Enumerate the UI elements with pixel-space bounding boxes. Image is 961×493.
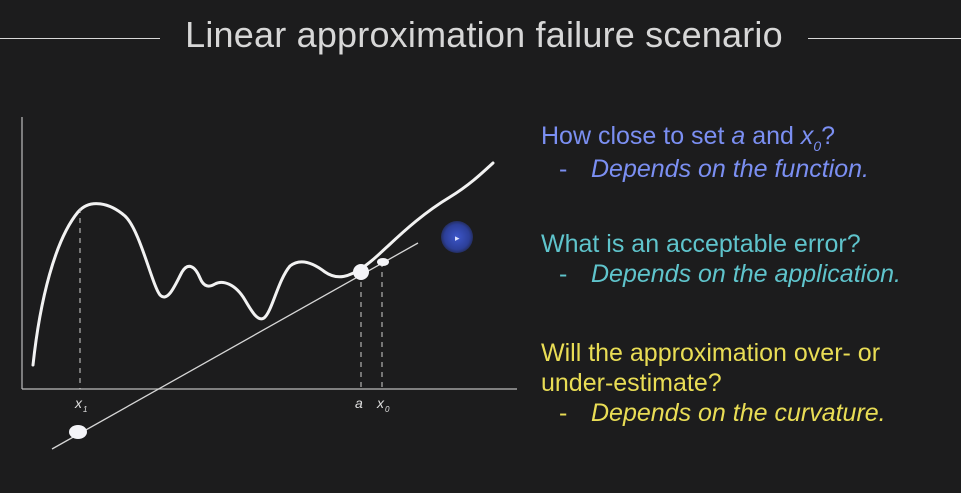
pointer-highlight [441,221,473,253]
tangent-end-blob [69,425,87,439]
answer-curvature: - Depends on the curvature. [559,399,886,427]
answer-function: - Depends on the function. [559,155,869,183]
function-curve [31,161,495,367]
tangent-point-a [353,264,369,280]
question-over-under-line2: under-estimate? [541,369,722,397]
label-a: a [355,395,363,411]
qa-curvature: Will the approximation over- or under-es… [541,338,886,428]
pointer-arrow-icon: ▸ [455,233,460,243]
label-x1: x1 [74,395,87,414]
answer-application: - Depends on the application. [559,260,901,288]
point-x0 [377,258,389,266]
title-rule-right [808,38,961,39]
slide-title: Linear approximation failure scenario [185,14,783,55]
qa-function: How close to set a and x0? - Depends on t… [541,121,869,184]
qa-error: What is an acceptable error? - Depends on… [541,229,901,289]
question-acceptable-error: What is an acceptable error? [541,230,861,258]
title-rule-left [0,38,160,39]
title-row: Linear approximation failure scenario [0,14,961,64]
question-over-under-line1: Will the approximation over- or [541,339,881,367]
question-how-close: How close to set a and x0? [541,122,836,154]
label-x0: x0 [376,395,390,414]
